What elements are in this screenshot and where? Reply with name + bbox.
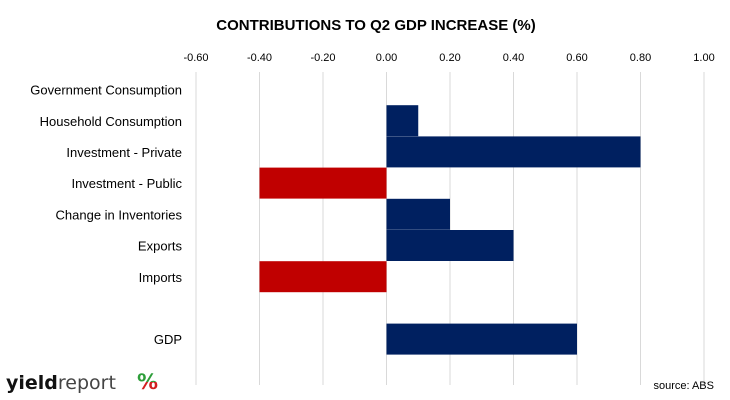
- x-tick-label: 0.80: [630, 52, 651, 64]
- bar: [386, 198, 450, 230]
- bar: [259, 261, 387, 293]
- category-label: Household Consumption: [40, 114, 182, 129]
- bar: [386, 136, 641, 168]
- x-tick-label: -0.40: [247, 52, 272, 64]
- category-label: Imports: [139, 270, 183, 285]
- category-label: Investment - Public: [71, 176, 182, 191]
- logo-percent-icon: %: [137, 370, 158, 394]
- category-label: Exports: [138, 239, 183, 254]
- x-tick-label: -0.60: [183, 52, 208, 64]
- chart-title: CONTRIBUTIONS TO Q2 GDP INCREASE (%): [216, 17, 535, 34]
- logo-wordmark: yieldreport: [6, 372, 116, 394]
- category-label: Change in Inventories: [56, 207, 183, 222]
- logo-text-bold: yield: [6, 372, 58, 394]
- category-label: Investment - Private: [66, 145, 182, 160]
- source-note: source: ABS: [653, 380, 714, 392]
- bar: [386, 105, 419, 137]
- x-tick-label: 0.00: [376, 52, 397, 64]
- x-tick-label: 1.00: [693, 52, 714, 64]
- category-label: Government Consumption: [30, 83, 182, 98]
- x-axis-ticks: -0.60 -0.40 -0.20 0.00 0.20 0.40 0.60 0.80 1.00: [183, 52, 714, 64]
- category-label: GDP: [154, 332, 182, 347]
- logo-text-regular: report: [58, 372, 116, 394]
- category-labels: Government Consumption Household Consumpt…: [30, 83, 182, 348]
- bar: [386, 230, 514, 261]
- bar-layer: [259, 105, 641, 355]
- bar: [386, 323, 577, 355]
- x-tick-label: 0.60: [566, 52, 587, 64]
- yieldreport-logo: yieldreport %: [6, 370, 158, 394]
- x-tick-label: 0.20: [439, 52, 460, 64]
- x-tick-label: 0.40: [503, 52, 524, 64]
- x-tick-label: -0.20: [310, 52, 335, 64]
- bar: [259, 167, 387, 199]
